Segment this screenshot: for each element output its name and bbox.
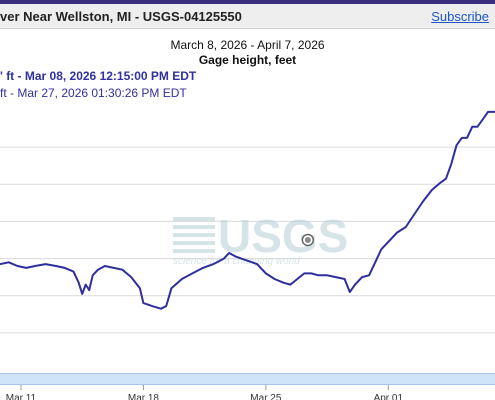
page-header: ver Near Wellston, MI - USGS-04125550 Su… [0,4,495,29]
highlight-point-dot [304,237,311,243]
time-range-scrollbar[interactable] [0,373,495,385]
watermark-logo-text: USGS [218,210,348,262]
x-axis-ticks: Mar 11 Mar 18 Mar 25 Apr 01 [6,384,404,400]
x-tick-label: Mar 11 [6,393,37,400]
watermark-tagline: science for a changing world [173,256,300,267]
x-tick-label: Apr 01 [374,393,404,400]
usgs-watermark: USGS science for a changing world [173,210,348,267]
gage-height-series-line[interactable] [0,110,495,310]
top-accent-bar [0,0,495,4]
x-tick-label: Mar 18 [128,393,160,400]
legend-entry-current: ' ft - Mar 08, 2026 12:15:00 PM EDT [0,69,197,83]
chart-grid [0,146,495,334]
hover-marker [301,233,315,247]
chart-parameter-title: Gage height, feet [198,53,297,67]
subscribe-link[interactable]: Subscribe [431,9,489,24]
site-title: ver Near Wellston, MI - USGS-04125550 [0,9,242,24]
x-tick-label: Mar 25 [250,393,282,400]
chart-date-range: March 8, 2026 - April 7, 2026 [170,38,325,52]
legend-entry-secondary: ft - Mar 27, 2026 01:30:26 PM EDT [0,86,187,100]
